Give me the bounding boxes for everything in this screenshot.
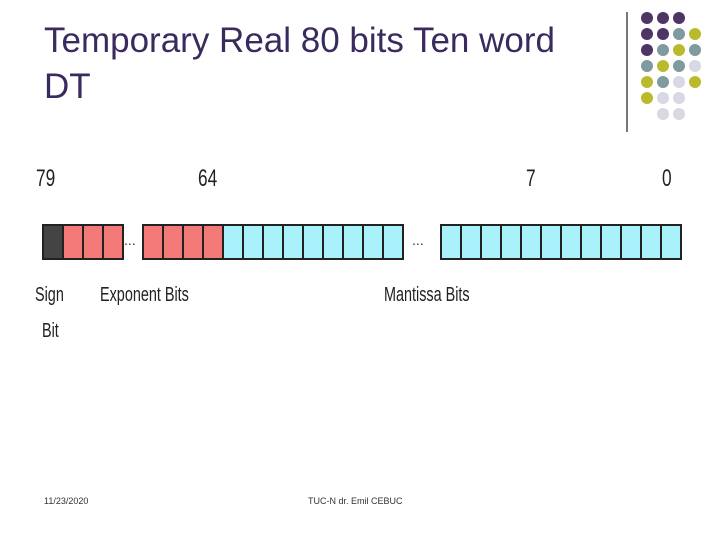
decorative-dot: [673, 12, 685, 24]
footer-date: 11/23/2020: [44, 496, 89, 506]
ellipsis-mantissa: ...: [412, 232, 424, 248]
decorative-dot: [641, 28, 653, 40]
bit-position-64: 64: [198, 165, 218, 192]
decorative-dot: [689, 44, 701, 56]
mantissa-bit-cell: [480, 224, 502, 260]
decorative-dot: [689, 60, 701, 72]
decorative-dot: [641, 60, 653, 72]
label-sign-bit: Bit: [42, 320, 59, 342]
exponent-bit-cell: [162, 224, 184, 260]
exponent-bit-cell: [62, 224, 84, 260]
mantissa-bit-cell: [382, 224, 404, 260]
exponent-bit-cell: [102, 224, 124, 260]
decorative-dot: [657, 28, 669, 40]
decorative-dot: [689, 76, 701, 88]
exponent-bit-cell: [202, 224, 224, 260]
decorative-dot: [641, 12, 653, 24]
decorative-dot: [641, 92, 653, 104]
mantissa-bit-cell: [242, 224, 264, 260]
ellipsis-exponent: ...: [124, 232, 136, 248]
decorative-dot: [641, 76, 653, 88]
exponent-bit-cell: [182, 224, 204, 260]
divider-line: [626, 12, 628, 132]
label-mantissa-bits: Mantissa Bits: [384, 284, 470, 306]
decorative-dot: [689, 28, 701, 40]
mantissa-bit-cell: [640, 224, 662, 260]
mantissa-bit-cell: [262, 224, 284, 260]
mantissa-bit-cell: [500, 224, 522, 260]
mantissa-bit-cell: [540, 224, 562, 260]
mantissa-bit-cell: [580, 224, 602, 260]
footer-author: TUC-N dr. Emil CEBUC: [308, 496, 403, 506]
decorative-dot: [673, 108, 685, 120]
decorative-dot: [657, 76, 669, 88]
decorative-dot: [641, 44, 653, 56]
mantissa-bit-cell: [440, 224, 462, 260]
label-exponent-bits: Exponent Bits: [100, 284, 189, 306]
decorative-dot: [657, 44, 669, 56]
decorative-dot: [673, 76, 685, 88]
mantissa-bit-cell: [222, 224, 244, 260]
decorative-dot: [657, 60, 669, 72]
exponent-bit-cell: [82, 224, 104, 260]
mantissa-bit-cell: [660, 224, 682, 260]
label-sign: Sign: [35, 284, 64, 306]
exponent-bit-cell: [142, 224, 164, 260]
mantissa-bit-cell: [302, 224, 324, 260]
mantissa-bit-cell: [560, 224, 582, 260]
decorative-dot: [673, 60, 685, 72]
sign-bit-cell: [42, 224, 64, 260]
mantissa-bit-cell: [520, 224, 542, 260]
mantissa-bit-cell: [322, 224, 344, 260]
decorative-dot: [657, 12, 669, 24]
bit-position-0: 0: [662, 165, 672, 192]
bit-position-79: 79: [36, 165, 56, 192]
mantissa-bit-cell: [342, 224, 364, 260]
decorative-dot: [657, 92, 669, 104]
decorative-dot: [673, 28, 685, 40]
mantissa-bit-cell: [460, 224, 482, 260]
mantissa-bit-cell: [282, 224, 304, 260]
decorative-dot: [673, 44, 685, 56]
decorative-dot: [673, 92, 685, 104]
bit-position-7: 7: [526, 165, 536, 192]
decorative-dot: [657, 108, 669, 120]
mantissa-bit-cell: [362, 224, 384, 260]
mantissa-bit-cell: [600, 224, 622, 260]
mantissa-bit-cell: [620, 224, 642, 260]
decorative-dot-grid: [641, 12, 701, 120]
slide-title: Temporary Real 80 bits Ten word DT: [44, 21, 555, 106]
